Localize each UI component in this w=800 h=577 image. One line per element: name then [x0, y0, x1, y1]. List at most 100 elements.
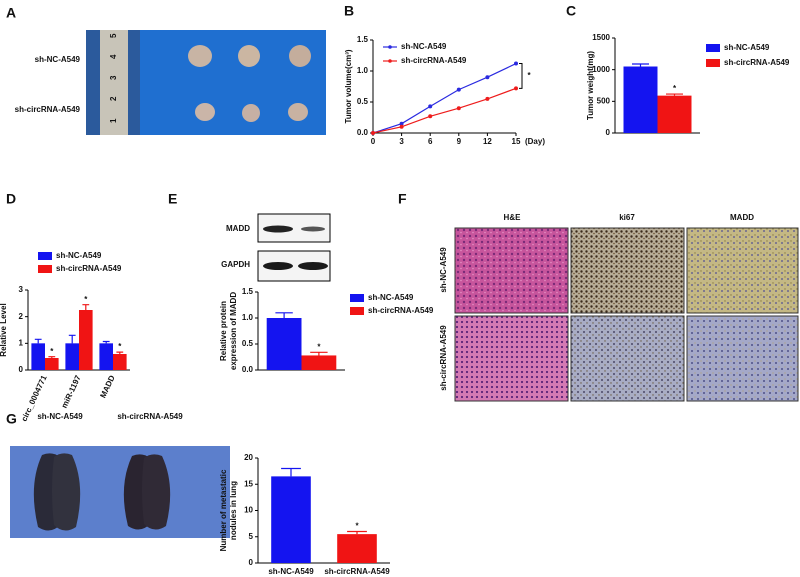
- legend-label: sh-NC-A549: [401, 42, 447, 51]
- row-label: sh-NC-A549: [35, 55, 81, 64]
- point: [456, 87, 461, 92]
- y-tick-label: 2: [19, 312, 24, 321]
- legend-swatch: [350, 307, 364, 315]
- legend-swatch: [38, 252, 52, 260]
- error-bar: [347, 530, 367, 535]
- bar: [337, 534, 377, 563]
- y-tick-label: 5: [249, 532, 254, 541]
- legend-label: sh-circRNA-A549: [401, 56, 467, 65]
- legend-marker: [388, 59, 392, 63]
- band-label: MADD: [226, 224, 250, 233]
- bar: [45, 358, 59, 370]
- y-axis-label: Relative protein: [219, 301, 228, 361]
- point: [485, 96, 490, 101]
- error-bar: [116, 351, 124, 354]
- ruler-number: 5: [109, 33, 118, 38]
- point: [514, 86, 518, 91]
- y-tick-label: 0: [19, 365, 24, 374]
- y-axis-label: Relative Level: [0, 303, 8, 356]
- x-axis-label: (Day): [525, 137, 545, 146]
- y-tick-label: 0.5: [242, 339, 254, 348]
- x-tick-label: 3: [399, 137, 404, 146]
- point: [485, 75, 490, 80]
- x-tick-label: sh-NC-A549: [268, 567, 314, 576]
- column-label: MADD: [730, 213, 754, 222]
- annotation: *: [317, 342, 321, 351]
- y-tick-label: 1: [19, 338, 24, 347]
- y-axis-label: Number of metastatic: [219, 469, 228, 551]
- bar: [623, 66, 658, 133]
- point: [371, 131, 375, 135]
- y-axis-label: Tumor volume(cm³): [344, 49, 353, 123]
- legend-swatch: [350, 294, 364, 302]
- point: [514, 61, 518, 66]
- x-tick-label: sh-circRNA-A549: [324, 567, 390, 576]
- error-bar: [34, 338, 42, 344]
- y-tick-label: 3: [19, 285, 24, 294]
- y-tick-label: 1.0: [242, 313, 254, 322]
- error-bar: [275, 312, 293, 318]
- y-tick-label: 15: [244, 479, 253, 488]
- point: [428, 114, 433, 119]
- panel-letter: F: [398, 191, 407, 207]
- y-tick-label: 0.0: [357, 128, 369, 137]
- y-tick-label: 0.5: [357, 97, 369, 106]
- legend-label: sh-circRNA-A549: [368, 306, 434, 315]
- y-tick-label: 1.5: [242, 287, 254, 296]
- panel-letter: D: [6, 191, 16, 207]
- bar: [301, 355, 337, 370]
- x-tick-label: 0: [371, 137, 376, 146]
- annotation: *: [527, 71, 531, 80]
- y-tick-label: 1.0: [357, 66, 369, 75]
- error-bar: [102, 340, 110, 344]
- annotation: *: [50, 347, 54, 356]
- band-label: GAPDH: [221, 260, 250, 269]
- panel-letter: B: [344, 3, 354, 19]
- bar: [65, 343, 79, 370]
- bar: [31, 343, 45, 370]
- legend-swatch: [38, 265, 52, 273]
- y-tick-label: 1500: [592, 33, 610, 42]
- row-label: sh-NC-A549: [439, 247, 448, 293]
- column-label: ki67: [619, 213, 635, 222]
- error-bar: [281, 467, 301, 477]
- y-axis-label: nodules in lung: [229, 481, 238, 540]
- y-axis-label: expression of MADD: [229, 292, 238, 370]
- significance-bracket: [519, 63, 523, 89]
- x-tick-label: 9: [457, 137, 462, 146]
- tumor-photo: [86, 30, 326, 135]
- western-blot: [257, 213, 331, 282]
- bar: [271, 476, 311, 563]
- bar: [113, 354, 127, 370]
- annotation: *: [673, 84, 677, 93]
- bar: [99, 343, 113, 370]
- series-line: [372, 63, 517, 134]
- bar: [79, 310, 93, 370]
- y-tick-label: 0.0: [242, 365, 254, 374]
- legend-label: sh-circRNA-A549: [724, 58, 790, 67]
- panel-letter: G: [6, 411, 17, 427]
- error-bar: [82, 304, 90, 310]
- lung-photo: [10, 446, 230, 538]
- panel-letter: C: [566, 3, 576, 19]
- series-line: [372, 87, 517, 134]
- bar: [266, 318, 302, 370]
- panel-letter: A: [6, 5, 16, 21]
- legend-label: sh-NC-A549: [724, 43, 770, 52]
- column-label: sh-NC-A549: [37, 412, 83, 421]
- legend-label: sh-circRNA-A549: [56, 264, 122, 273]
- legend-label: sh-NC-A549: [56, 251, 102, 260]
- y-tick-label: 10: [244, 506, 253, 515]
- legend-swatch: [706, 44, 720, 52]
- legend-marker: [388, 45, 392, 49]
- error-bar: [632, 63, 649, 67]
- y-tick-label: 20: [244, 453, 253, 462]
- x-tick-label: 12: [483, 137, 492, 146]
- legend-label: sh-NC-A549: [368, 293, 414, 302]
- error-bar: [310, 351, 328, 356]
- row-label: sh-circRNA-A549: [439, 325, 448, 391]
- annotation: *: [355, 522, 359, 531]
- legend-swatch: [706, 59, 720, 67]
- error-bar: [68, 334, 76, 344]
- y-tick-label: 1.5: [357, 35, 369, 44]
